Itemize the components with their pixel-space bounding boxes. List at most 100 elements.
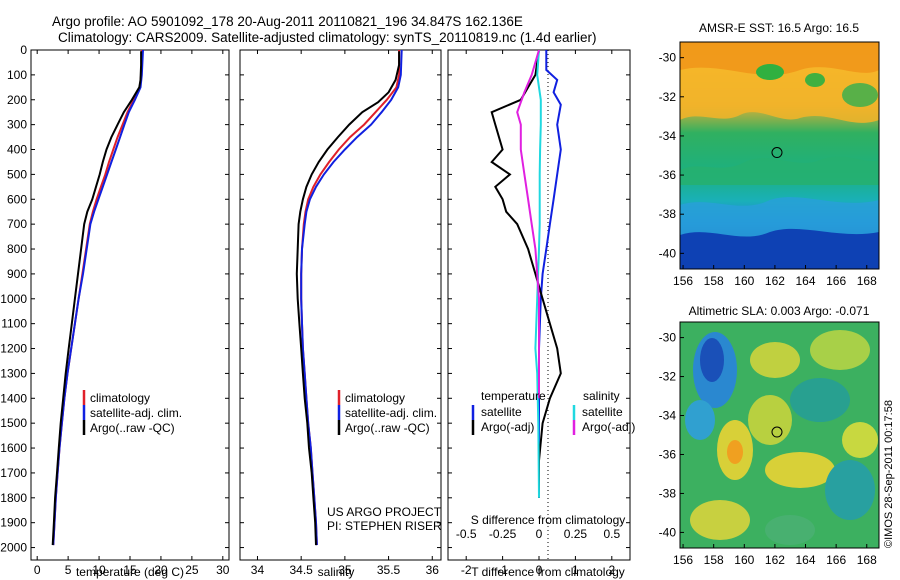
map-x-tick-label: 158: [704, 553, 724, 567]
legend-label-argo: Argo(..raw -QC): [345, 421, 430, 435]
sst-map-panel: AMSR-E SST: 16.5 Argo: 16.5 156 158 160 162…: [659, 21, 880, 288]
legend-heading-salinity: salinity: [583, 389, 620, 403]
legend-label-t-satellite: satellite: [481, 405, 522, 419]
x-tick-label: 25: [185, 563, 199, 577]
temperature-xlabel: temperature (deg C): [76, 565, 184, 579]
map-x-tick-label: 162: [765, 274, 785, 288]
x-tick-label: 2: [608, 563, 615, 577]
map-x-tick-label: 160: [734, 553, 754, 567]
x-tick-label: 5: [65, 563, 72, 577]
map-x-tick-label: 166: [826, 274, 846, 288]
legend-heading-temperature: temperature: [481, 389, 546, 403]
s-diff-tick-label: -0.5: [456, 527, 477, 541]
map-x-tick-label: 160: [734, 274, 754, 288]
map-x-tick-label: 164: [796, 553, 816, 567]
series-line-salinity-2: [295, 51, 401, 546]
imos-watermark: ©IMOS 28-Sep-2011 00:17:58: [883, 400, 895, 548]
y-tick-label: 1600: [0, 441, 27, 455]
y-tick-label: 1100: [1, 317, 27, 331]
sst-map-field: [680, 42, 879, 269]
series-line-salinity-1: [300, 50, 403, 546]
y-tick-label: 900: [7, 267, 27, 281]
temperature-profiles: [51, 50, 144, 546]
x-tick-label: 30: [216, 563, 230, 577]
salinity-axis-ticks: 34 34.5 35 35.5 36: [251, 50, 439, 577]
legend-label-s-satellite: satellite: [582, 405, 623, 419]
difference-panel: -2 -1 0 1 2 -0.5 -0.25 0 0.25 0.5 temperature sal…: [447, 49, 635, 579]
difference-depth-ticks: [448, 49, 630, 549]
y-tick-label: 0: [20, 43, 27, 57]
map-x-tick-label: 166: [826, 553, 846, 567]
temperature-panel: 0100200300400500600700800900100011001200…: [0, 43, 230, 579]
y-tick-label: 1400: [0, 391, 27, 405]
map-x-tick-label: 158: [704, 274, 724, 288]
difference-axis-ticks: -2 -1 0 1 2 -0.5 -0.25 0 0.25 0.5: [456, 50, 620, 577]
y-tick-label: 800: [7, 242, 27, 256]
sst-map-ticks: 156 158 160 162 164 166 168 -30 -32 -34 -36 -38 -40: [659, 51, 877, 288]
x-tick-label: 1: [572, 563, 579, 577]
series-line-differences-1: [490, 50, 562, 498]
map-x-tick-label: 162: [765, 553, 785, 567]
y-tick-label: 700: [7, 217, 27, 231]
y-tick-label: 1900: [0, 516, 27, 530]
temperature-legend: climatology satellite-adj. clim. Argo(..…: [82, 390, 182, 435]
map-y-tick-label: -38: [659, 486, 677, 500]
map-y-tick-label: -30: [659, 331, 677, 345]
sst-map-frame: [679, 41, 880, 270]
y-tick-label: 600: [7, 192, 27, 206]
argo-float-marker: [771, 426, 783, 438]
y-tick-label: 500: [7, 167, 27, 181]
x-tick-label: 15: [123, 563, 137, 577]
map-y-tick-label: -36: [659, 447, 677, 461]
y-tick-label: 1300: [0, 366, 27, 380]
sla-map-title: Altimetric SLA: 0.003 Argo: -0.071: [689, 304, 870, 318]
difference-legend: temperature salinity satellite Argo(-adj…: [471, 389, 635, 435]
map-x-tick-label: 168: [857, 274, 877, 288]
salinity-profiles: [295, 50, 403, 546]
map-x-tick-label: 156: [673, 274, 693, 288]
legend-label-climatology: climatology: [90, 391, 150, 405]
map-y-tick-label: -30: [659, 51, 677, 65]
y-tick-label: 1500: [0, 416, 27, 430]
map-x-tick-label: 168: [857, 553, 877, 567]
x-tick-label: 34: [251, 563, 265, 577]
salinity-legend: climatology satellite-adj. clim. Argo(..…: [337, 390, 437, 435]
map-x-tick-label: 164: [796, 274, 816, 288]
sla-map-field: [680, 322, 879, 548]
salinity-depth-ticks: [240, 49, 441, 549]
y-tick-label: 1800: [0, 491, 27, 505]
y-tick-label: 2000: [0, 541, 27, 555]
s-diff-tick-label: 0.25: [564, 527, 588, 541]
depth-axis-ticks: 0 100 200 300 400 500 600 700 800 900 1000 1100 1200…: [0, 43, 229, 555]
x-tick-label: 35.5: [377, 563, 401, 577]
map-y-tick-label: -32: [659, 90, 677, 104]
sst-map-title: AMSR-E SST: 16.5 Argo: 16.5: [699, 21, 859, 35]
map-y-tick-label: -32: [659, 370, 677, 384]
x-tick-label: 0: [34, 563, 41, 577]
sla-map-ticks: 156 158 160 162 164 166 168 -30 -32 -34 -36 -38 -40: [659, 331, 877, 567]
map-y-tick-label: -40: [659, 246, 677, 260]
argo-float-marker: [771, 147, 783, 159]
series-line-differences-2: [534, 50, 542, 498]
difference-profiles: [490, 50, 562, 498]
credit-project: US ARGO PROJECT: [327, 505, 442, 519]
credit-pi: PI: STEPHEN RISER: [327, 519, 442, 533]
map-x-tick-label: 156: [673, 553, 693, 567]
legend-label-climatology: climatology: [345, 391, 405, 405]
legend-label-satellite-clim: satellite-adj. clim.: [345, 406, 437, 420]
s-diff-tick-label: 0: [536, 527, 543, 541]
y-tick-label: 400: [7, 143, 27, 157]
x-tick-label: -1: [497, 563, 508, 577]
salinity-panel: 34 34.5 35 35.5 36 climatology satellite-adj…: [239, 49, 442, 579]
salinity-xlabel: salinity: [318, 565, 355, 579]
x-tick-label: 34.5: [289, 563, 313, 577]
s-difference-xlabel: S difference from climatology: [471, 513, 626, 527]
x-tick-label: 36: [426, 563, 440, 577]
x-tick-label: 10: [92, 563, 106, 577]
figure-title-line1: Argo profile: AO 5901092_178 20-Aug-2011…: [52, 14, 523, 29]
series-line-temperature-2: [51, 51, 143, 546]
legend-label-argo: Argo(..raw -QC): [90, 421, 175, 435]
sla-map-panel: Altimetric SLA: 0.003 Argo: -0.071 156 15…: [659, 304, 880, 567]
t-difference-xlabel: T difference from climatology: [471, 565, 625, 579]
